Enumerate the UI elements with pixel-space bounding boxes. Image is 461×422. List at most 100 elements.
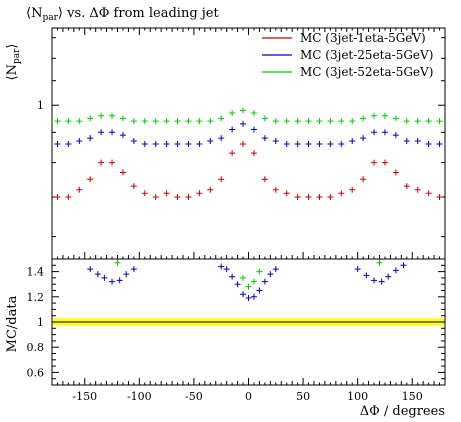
ratio-point bbox=[363, 272, 370, 279]
data-point bbox=[196, 141, 203, 148]
chart-title-pre: ⟨N bbox=[26, 6, 42, 21]
main-y-axis-label-pre: ⟨N bbox=[5, 64, 20, 80]
data-point bbox=[436, 141, 443, 148]
ratio-point bbox=[267, 271, 274, 278]
ratio-point bbox=[261, 278, 268, 285]
ratio-point bbox=[371, 277, 378, 284]
data-point bbox=[54, 118, 61, 125]
series-markers bbox=[54, 120, 443, 148]
ratio-y-ticks: 0.6 0.8 1 1.2 1.4 bbox=[27, 264, 445, 379]
data-point bbox=[119, 132, 126, 139]
ratio-point bbox=[272, 266, 279, 273]
data-point bbox=[327, 141, 334, 148]
ratio-point bbox=[378, 278, 385, 285]
data-point bbox=[174, 193, 181, 200]
data-point bbox=[272, 118, 279, 125]
data-point bbox=[185, 193, 192, 200]
data-point bbox=[130, 183, 137, 190]
data-point bbox=[109, 129, 116, 136]
data-point bbox=[163, 190, 170, 197]
data-point bbox=[414, 186, 421, 193]
ratio-point bbox=[376, 259, 383, 266]
data-point bbox=[152, 193, 159, 200]
ratio-point bbox=[392, 267, 399, 274]
data-point bbox=[381, 159, 388, 166]
ratio-y-tick-label: 1.4 bbox=[27, 266, 45, 279]
ratio-point bbox=[116, 277, 123, 284]
chart-title-sub: par bbox=[42, 13, 58, 23]
main-plot-frame bbox=[51, 27, 446, 260]
data-point bbox=[240, 107, 247, 114]
main-y-axis-label-sub: par bbox=[12, 48, 22, 64]
ratio-y-tick-label: 0.8 bbox=[27, 341, 45, 354]
data-point bbox=[305, 193, 312, 200]
data-point bbox=[360, 176, 367, 183]
data-point bbox=[305, 141, 312, 148]
data-point bbox=[294, 193, 301, 200]
data-point bbox=[414, 138, 421, 145]
data-point bbox=[283, 190, 290, 197]
data-point bbox=[196, 190, 203, 197]
data-point bbox=[76, 118, 83, 125]
data-point bbox=[272, 186, 279, 193]
data-point bbox=[119, 169, 126, 176]
legend-label: MC (3jet-52eta-5GeV) bbox=[300, 65, 433, 79]
ratio-plot: 0.6 0.8 1 1.2 1.4 -150 -100 -50 0 50 100 150 bbox=[27, 28, 446, 403]
data-point bbox=[240, 141, 247, 148]
ratio-y-tick-label: 1 bbox=[37, 316, 44, 329]
ratio-point bbox=[256, 287, 263, 294]
data-point bbox=[152, 141, 159, 148]
data-point bbox=[403, 183, 410, 190]
ratio-point bbox=[123, 271, 130, 278]
data-point bbox=[109, 112, 116, 119]
data-point bbox=[316, 141, 323, 148]
data-point bbox=[87, 176, 94, 183]
data-point bbox=[381, 129, 388, 136]
data-point bbox=[98, 129, 105, 136]
data-point bbox=[261, 115, 268, 122]
data-point bbox=[381, 112, 388, 119]
data-point bbox=[403, 138, 410, 145]
x-tick-label: 100 bbox=[347, 390, 368, 403]
data-point bbox=[338, 118, 345, 125]
data-point bbox=[152, 118, 159, 125]
data-point bbox=[196, 118, 203, 125]
series-markers bbox=[54, 141, 443, 200]
legend-label: MC (3jet-1eta-5GeV) bbox=[300, 31, 426, 45]
ratio-point bbox=[234, 281, 241, 288]
data-point bbox=[250, 110, 257, 117]
data-point bbox=[87, 135, 94, 142]
x-tick-label: 150 bbox=[402, 390, 423, 403]
data-point bbox=[76, 138, 83, 145]
data-point bbox=[218, 176, 225, 183]
data-point bbox=[207, 138, 214, 145]
data-point bbox=[130, 118, 137, 125]
data-point bbox=[403, 118, 410, 125]
data-point bbox=[371, 112, 378, 119]
data-point bbox=[76, 186, 83, 193]
data-point bbox=[65, 141, 72, 148]
data-point bbox=[436, 193, 443, 200]
ratio-point bbox=[130, 266, 137, 273]
main-y-axis-label-post: ⟩ bbox=[5, 44, 20, 49]
ratio-point bbox=[94, 271, 101, 278]
x-tick-label: -150 bbox=[72, 390, 97, 403]
data-point bbox=[163, 141, 170, 148]
data-point bbox=[185, 118, 192, 125]
data-point bbox=[294, 118, 301, 125]
data-point bbox=[414, 118, 421, 125]
data-point bbox=[54, 141, 61, 148]
data-point bbox=[349, 138, 356, 145]
ratio-point bbox=[218, 263, 225, 270]
data-point bbox=[98, 159, 105, 166]
ratio-point bbox=[87, 266, 94, 273]
data-point bbox=[294, 141, 301, 148]
data-point bbox=[327, 193, 334, 200]
data-point bbox=[141, 118, 148, 125]
data-point bbox=[371, 129, 378, 136]
data-point bbox=[250, 150, 257, 157]
data-point bbox=[109, 159, 116, 166]
data-point bbox=[54, 193, 61, 200]
x-ticks: -150 -100 -50 0 50 100 150 bbox=[56, 28, 441, 403]
ratio-point bbox=[256, 268, 263, 275]
